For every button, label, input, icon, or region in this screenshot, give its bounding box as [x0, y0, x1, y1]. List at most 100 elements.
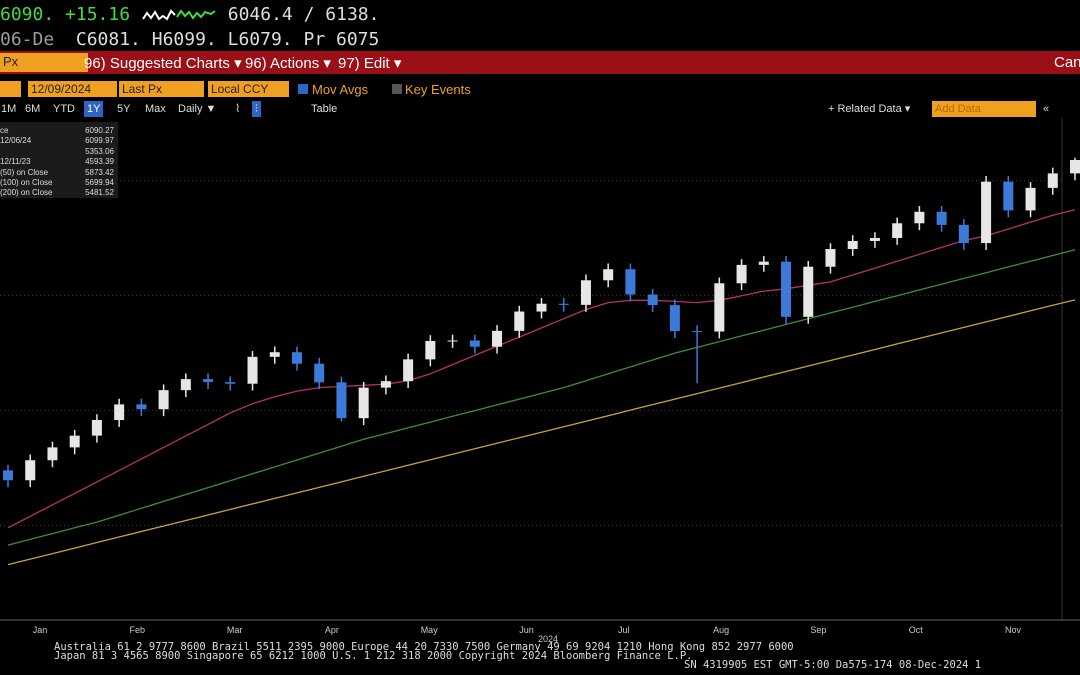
x-tick-label: Jan — [33, 625, 48, 635]
period-button[interactable]: 5Y — [117, 103, 131, 115]
legend-value: 5481.52 — [85, 188, 114, 197]
legend-value: 6099.97 — [85, 136, 114, 145]
legend-value: 5699.94 — [85, 178, 114, 187]
date-input[interactable]: 12/09/2024 — [28, 81, 117, 97]
year-label: 2024 — [538, 634, 558, 643]
candle-body — [225, 382, 236, 384]
candle-body — [892, 223, 903, 238]
x-tick-label: Nov — [1005, 625, 1022, 635]
candle-body — [25, 460, 36, 481]
candle-body — [358, 387, 369, 419]
candle-body — [758, 261, 769, 265]
menu-item[interactable]: 96) Suggested Charts ▾ — [84, 55, 242, 72]
table-button[interactable]: Table — [311, 103, 338, 115]
candle-body — [714, 283, 725, 332]
mov-avgs[interactable]: Mov Avgs — [312, 82, 369, 97]
price-select[interactable]: Last Px — [119, 81, 204, 97]
candle-body — [736, 264, 747, 284]
legend-value: 6090.27 — [85, 126, 114, 135]
footer-line: Japan 81 3 4565 8900 Singapore 65 6212 1… — [54, 650, 693, 662]
last-price: 6090. — [0, 4, 55, 25]
candle-body — [825, 249, 836, 267]
candle-body — [603, 269, 614, 281]
x-tick-label: May — [421, 625, 439, 635]
menu-bar: Px 96) Suggested Charts ▾ 96) Actions ▾ … — [0, 51, 1080, 74]
x-tick-label: Jul — [618, 625, 630, 635]
date-text: 12/09/2024 — [31, 82, 92, 96]
key-events[interactable]: Key Events — [405, 82, 471, 97]
candle-body — [492, 330, 503, 347]
period-button[interactable]: YTD — [53, 103, 75, 115]
candle-body — [914, 211, 925, 224]
x-tick-label: Mar — [227, 625, 243, 635]
currency-select[interactable]: Local CCY — [208, 81, 289, 97]
candle-body — [269, 352, 280, 357]
legend-label: (200) on Close — [0, 188, 53, 197]
candle-body — [647, 294, 658, 306]
candle-body — [447, 340, 458, 342]
frequency[interactable]: Daily ▼ — [178, 103, 217, 115]
candle-body — [314, 363, 325, 383]
field-box[interactable]: Px — [0, 53, 88, 72]
candle-body — [291, 352, 302, 364]
candle-body — [114, 404, 125, 421]
candle-body — [803, 266, 814, 317]
candle-body — [380, 381, 391, 388]
checkbox[interactable] — [392, 84, 402, 94]
icon[interactable]: ⫶ — [252, 101, 261, 117]
candle-body — [981, 181, 992, 244]
x-tick-label: Oct — [909, 625, 924, 635]
moving-average-line — [7, 299, 1076, 566]
related-data[interactable]: + Related Data ▾ — [828, 103, 911, 115]
candle-body — [69, 435, 80, 448]
period-button[interactable]: 1Y — [84, 101, 104, 117]
legend: ce 6090.27 12/06/24 6099.97 5353.06 12/11/… — [0, 122, 118, 198]
footer-line: SN 4319905 EST GMT-5:00 Da575-174 08-Dec… — [684, 659, 982, 671]
candle-body — [469, 340, 480, 347]
day-range: 6046.4 / 6138. — [227, 4, 380, 25]
x-tick-label: Aug — [713, 625, 729, 635]
period-button[interactable]: Max — [145, 103, 166, 115]
cancel-button[interactable]: Can — [1054, 54, 1080, 71]
candle-body — [558, 303, 569, 305]
candle-body — [1070, 160, 1080, 174]
candle-body — [936, 211, 947, 225]
x-tick-label: Jun — [519, 625, 534, 635]
checkbox[interactable] — [298, 84, 308, 94]
footer: Australia 61 2 9777 8600 Brazil 5511 239… — [0, 641, 1080, 671]
candle-body — [781, 261, 792, 317]
quote-date: 06-De — [0, 29, 55, 50]
price-change: +15.16 — [65, 4, 131, 25]
period-button[interactable]: 1M — [1, 103, 17, 115]
candle-body — [869, 237, 880, 241]
prev-price: Pr 6075 — [303, 29, 380, 50]
footer-line: Australia 61 2 9777 8600 Brazil 5511 239… — [54, 641, 794, 653]
candle-body — [136, 404, 147, 410]
menu-item[interactable]: 97) Edit ▾ — [338, 55, 402, 72]
price-text: Last Px — [122, 82, 163, 96]
add-data-input[interactable]: Add Data — [932, 101, 1036, 117]
icon[interactable]: ⌇ — [235, 103, 241, 115]
legend-label: (100) on Close — [0, 178, 53, 187]
candle-body — [514, 311, 525, 331]
candle-body — [158, 390, 169, 410]
candle-body — [692, 331, 703, 333]
x-tick-label: Apr — [325, 625, 339, 635]
candle-body — [203, 379, 214, 383]
ohlc-line: 06-De C6081. H6099. L6079. Pr 6075 — [0, 29, 379, 50]
low-price: L6079. — [227, 29, 293, 50]
candle-body — [536, 303, 547, 312]
legend-label: (50) on Close — [0, 168, 49, 177]
candle-body — [580, 280, 591, 305]
period-button[interactable]: 6M — [25, 103, 41, 115]
candle-body — [1047, 173, 1058, 188]
candle-body — [403, 359, 414, 382]
menu-item[interactable]: 96) Actions ▾ — [245, 55, 331, 72]
open-price: C6081. — [75, 29, 141, 50]
candle-body — [180, 379, 191, 391]
input[interactable] — [0, 81, 21, 97]
icon[interactable]: « — [1043, 103, 1050, 115]
chart: Jan Feb Mar Apr May Jun Jul Aug Sep Oct Nov 2024 — [0, 118, 1080, 643]
legend-label: 12/11/23 — [0, 157, 31, 166]
currency-text: Local CCY — [211, 82, 269, 96]
